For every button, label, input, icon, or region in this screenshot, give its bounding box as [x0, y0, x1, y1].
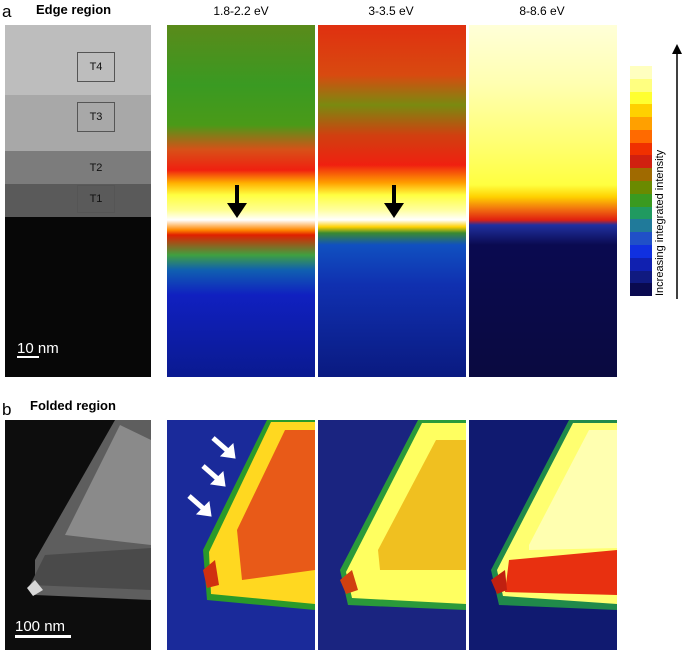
tile-t3: T3 [77, 102, 115, 132]
panel-a-title: Edge region [36, 2, 112, 17]
colorbar-swatch [630, 142, 652, 156]
colorbar-swatch [630, 219, 652, 233]
energy-label-3: 8-8.6 eV [519, 4, 565, 18]
folded-region-stem-image: 100 nm [5, 420, 151, 650]
colorbar-label: Increasing integrated intensity [654, 149, 666, 296]
white-arrows-icon [187, 436, 236, 517]
colorbar-swatch [630, 193, 652, 207]
arrow-down-icon [227, 185, 247, 218]
folded-map-1 [167, 420, 315, 650]
colorbar-swatch [630, 257, 652, 271]
arrow-down-icon [384, 185, 404, 218]
colorbar-swatch [630, 244, 652, 258]
tile-t4: T4 [77, 52, 115, 82]
folded-map-3 [469, 420, 617, 650]
edge-map-1-8-2-2-ev [167, 25, 315, 377]
colorbar-swatch [630, 181, 652, 194]
colorbar-swatch [630, 91, 652, 105]
colorbar-swatch [630, 66, 652, 79]
edge-map-8-8-6-ev [469, 25, 617, 377]
scalebar-a-line [17, 356, 39, 358]
colorbar-swatch [630, 117, 652, 130]
colorbar-swatch [630, 232, 652, 245]
energy-label-2: 3-3.5 eV [368, 4, 414, 18]
edge-region-stem-image: T4 T3 T2 T1 10 nm [5, 25, 151, 377]
arrow-up-icon [672, 44, 682, 299]
panel-b-letter: b [2, 400, 12, 419]
tile-t1: T1 [77, 185, 115, 213]
colorbar-swatch [630, 270, 652, 284]
energy-label-1: 1.8-2.2 eV [213, 4, 269, 18]
colorbar-swatch [630, 129, 652, 143]
colorbar-swatch [630, 78, 652, 92]
colorbar-swatch [630, 104, 652, 118]
colorbar-swatch [630, 283, 652, 297]
folded-map-2 [318, 420, 466, 650]
scalebar-a-label: 10 nm [17, 340, 59, 357]
edge-map-3-3-5-ev [318, 25, 466, 377]
panel-a-letter: a [2, 2, 12, 21]
colorbar-swatch [630, 168, 652, 182]
colorbar-swatch [630, 155, 652, 169]
panel-b-title: Folded region [30, 398, 116, 413]
scalebar-b-line [15, 635, 71, 638]
colorbar-swatch [630, 206, 652, 220]
tile-t2: T2 [89, 162, 103, 174]
intensity-colorbar [630, 66, 652, 297]
scalebar-b-label: 100 nm [15, 618, 66, 635]
